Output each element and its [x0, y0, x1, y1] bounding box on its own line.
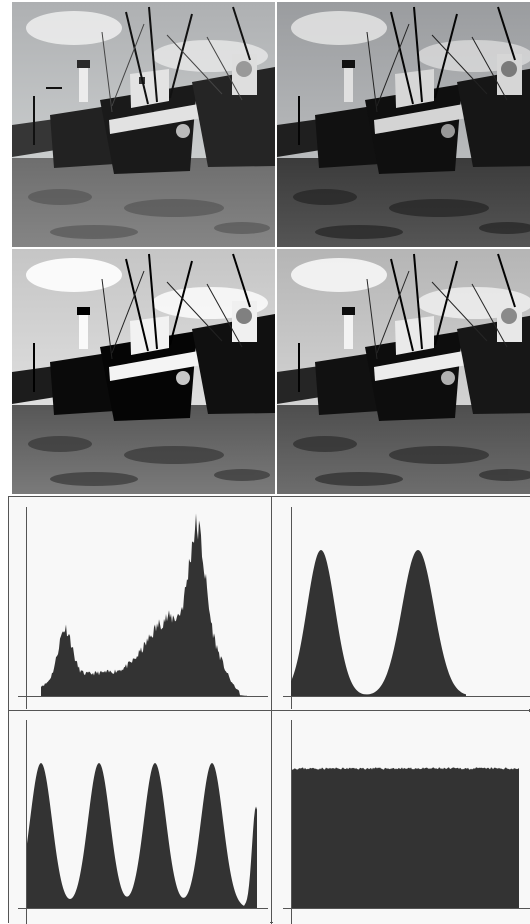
uniform-histogram-plot — [292, 767, 519, 908]
original-histogram-cell — [9, 497, 270, 709]
photo-equalized-cell — [277, 249, 530, 494]
photo-grid — [12, 2, 530, 494]
histogram-divider-horizontal — [9, 710, 530, 711]
y-axis — [26, 720, 27, 924]
bimodal-histogram-area — [291, 550, 466, 696]
uniform-histogram-cell — [273, 712, 530, 924]
x-axis — [283, 908, 530, 909]
boat-photo-dark-contrast — [277, 2, 530, 247]
boat-photo-high-contrast — [12, 249, 275, 494]
uniform-histogram-area — [292, 767, 519, 908]
original-histogram-area — [41, 513, 247, 696]
photo-original-cell — [12, 2, 275, 247]
boat-photo-equalized — [277, 249, 530, 494]
original-histogram-plot — [41, 513, 247, 696]
four-peak-histogram-plot — [27, 763, 257, 908]
photo-high-contrast-cell — [12, 249, 275, 494]
y-axis — [291, 507, 292, 709]
y-axis — [291, 720, 292, 924]
x-axis — [18, 696, 268, 697]
photo-dark-contrast-cell — [277, 2, 530, 247]
four-peak-histogram-cell — [9, 712, 270, 924]
boat-photo-original — [12, 2, 275, 247]
x-axis — [283, 696, 530, 697]
bimodal-histogram-cell — [273, 497, 530, 709]
x-axis — [18, 908, 268, 909]
histogram-grid — [8, 496, 530, 924]
four-peak-histogram-area — [27, 763, 257, 908]
y-axis — [26, 507, 27, 709]
bimodal-histogram-plot — [291, 550, 466, 696]
